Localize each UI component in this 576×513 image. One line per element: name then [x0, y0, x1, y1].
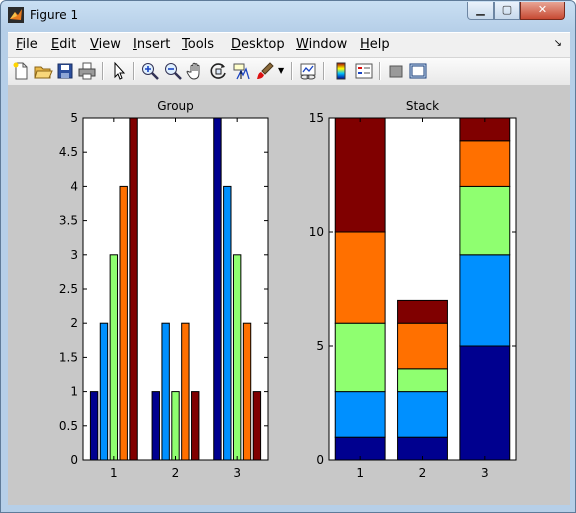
- stack-stacked-segment: [334, 231, 386, 324]
- legend-icon[interactable]: [354, 61, 374, 81]
- menu-help[interactable]: Help: [360, 37, 390, 52]
- group-axes-box: [82, 117, 269, 461]
- group-bar: [129, 117, 138, 461]
- stack-x-tick-label: 3: [481, 466, 489, 480]
- group-x-tick-label: 2: [172, 466, 180, 480]
- group-bar: [151, 391, 160, 461]
- stack-stacked-segment: [397, 368, 448, 393]
- matlab-logo-icon: [8, 7, 24, 23]
- group-y-tick-label: 4.5: [59, 145, 78, 159]
- stack-x-tick-label: 1: [356, 466, 364, 480]
- group-y-tick-label: 2: [70, 316, 78, 330]
- group-y-tick-label: 3: [70, 248, 78, 262]
- menu-desktop[interactable]: Desktop: [231, 37, 285, 52]
- menu-bar: File Edit View Insert Tools Desktop Wind…: [8, 32, 570, 57]
- menu-file[interactable]: File: [16, 37, 38, 52]
- group-bar: [99, 322, 109, 461]
- menu-tools[interactable]: Tools: [182, 37, 215, 52]
- title-bar[interactable]: Figure 1 ▁ ▢ ✕: [1, 1, 575, 31]
- figure-plots: Group 1 2 3 0 0.5 1 1.5 2 2.5 3 3.5 4 4.5 5 Stack 1 2 3 0 5 1…: [59, 99, 517, 480]
- open-file-icon[interactable]: [33, 61, 53, 81]
- group-bar: [232, 254, 242, 461]
- menu-window[interactable]: Window: [296, 37, 348, 52]
- group-y-tick-label: 5: [70, 111, 78, 125]
- toolbar-separator: [379, 62, 381, 80]
- group-bar: [119, 185, 128, 461]
- group-y-tick-label: 0.5: [59, 419, 78, 433]
- group-bar: [191, 391, 200, 461]
- stack-stacked-segment: [459, 185, 511, 256]
- toolbar-separator: [291, 62, 293, 80]
- stack-stacked-segment: [459, 254, 511, 347]
- stack-stacked-segment: [334, 322, 386, 393]
- data-cursor-icon[interactable]: [232, 61, 252, 81]
- stack-y-tick-label: 15: [309, 111, 324, 125]
- group-bar: [223, 185, 232, 461]
- menu-edit[interactable]: Edit: [51, 37, 77, 52]
- show-plot-tools-icon[interactable]: [408, 61, 428, 81]
- group-x-tick-label: 1: [110, 466, 118, 480]
- figure-toolbar: ▼: [8, 57, 570, 86]
- group-y-tick-label: 0: [70, 453, 78, 467]
- hide-plot-tools-icon[interactable]: [386, 61, 406, 81]
- toolbar-separator: [323, 62, 325, 80]
- stack-axes-box: [328, 117, 517, 461]
- group-bar: [252, 391, 262, 461]
- zoom-in-icon[interactable]: [140, 61, 160, 81]
- group-bar: [161, 322, 170, 461]
- group-y-tick-label: 2.5: [59, 282, 78, 296]
- stack-y-tick-label: 10: [309, 225, 324, 239]
- stack-stacked-segment: [397, 391, 448, 438]
- maximize-button[interactable]: ▢: [494, 2, 520, 20]
- stack-x-tick-label: 2: [419, 466, 427, 480]
- stack-stacked-segment: [334, 117, 386, 233]
- stack-title: Stack: [406, 99, 439, 113]
- group-x-tick-label: 3: [233, 466, 241, 480]
- group-bar: [171, 391, 180, 461]
- group-y-tick-label: 3.5: [59, 214, 78, 228]
- figure-canvas: Group 1 2 3 0 0.5 1 1.5 2 2.5 3 3.5 4 4.5 5 Stack 1 2 3 0 5 1…: [8, 85, 570, 505]
- stack-stacked-segment: [397, 299, 448, 324]
- stack-stacked-segment: [397, 322, 448, 370]
- zoom-out-icon[interactable]: [163, 61, 183, 81]
- group-title: Group: [157, 99, 194, 113]
- print-icon[interactable]: [77, 61, 97, 81]
- group-bar: [109, 254, 119, 461]
- close-button[interactable]: ✕: [520, 2, 565, 20]
- toolbar-separator: [102, 62, 104, 80]
- group-bar: [181, 322, 190, 461]
- group-y-tick-label: 4: [70, 179, 78, 193]
- rotate-3d-icon[interactable]: [209, 61, 229, 81]
- toolbar-separator: [133, 62, 135, 80]
- stack-stacked-segment: [334, 391, 386, 438]
- group-bar: [213, 117, 222, 461]
- minimize-button[interactable]: ▁: [467, 2, 494, 20]
- pan-hand-icon[interactable]: [186, 61, 206, 81]
- new-figure-icon[interactable]: [11, 61, 31, 81]
- link-plot-icon[interactable]: [298, 61, 318, 81]
- brush-icon[interactable]: [255, 61, 275, 81]
- stack-y-tick-label: 0: [316, 453, 324, 467]
- stack-y-tick-label: 5: [316, 339, 324, 353]
- group-bar: [242, 322, 252, 461]
- colorbar-icon[interactable]: [331, 61, 351, 81]
- menu-view[interactable]: View: [90, 37, 121, 52]
- group-bar: [89, 391, 99, 461]
- stack-stacked-segment: [459, 140, 511, 187]
- save-icon[interactable]: [55, 61, 75, 81]
- menu-insert[interactable]: Insert: [133, 37, 171, 52]
- group-y-tick-label: 1: [70, 385, 78, 399]
- brush-dropdown-icon[interactable]: ▼: [278, 66, 285, 75]
- edit-plot-arrow-icon[interactable]: [109, 61, 129, 81]
- window-title: Figure 1: [30, 8, 79, 22]
- dock-arrow-icon[interactable]: ↘: [553, 38, 562, 49]
- group-y-tick-label: 1.5: [59, 350, 78, 364]
- stack-stacked-segment: [459, 345, 511, 461]
